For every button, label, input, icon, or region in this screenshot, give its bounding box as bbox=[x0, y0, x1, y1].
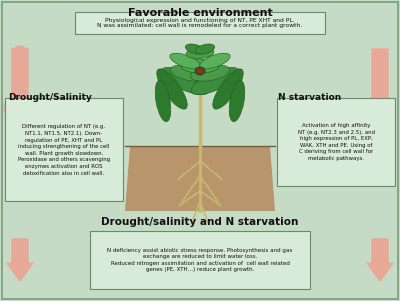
FancyArrow shape bbox=[7, 49, 33, 129]
Text: N starvation: N starvation bbox=[278, 93, 341, 102]
Ellipse shape bbox=[191, 67, 239, 95]
Text: Physiological expression and functioning of NT, PE XHT and PL.
N was assimilated: Physiological expression and functioning… bbox=[98, 17, 302, 28]
Ellipse shape bbox=[157, 69, 187, 109]
FancyBboxPatch shape bbox=[90, 231, 310, 289]
Text: Activation of high affinity
NT (e.g. NT2.3 and 2.5), and
high expression of PL, : Activation of high affinity NT (e.g. NT2… bbox=[298, 123, 374, 161]
Ellipse shape bbox=[185, 44, 205, 54]
Text: N deficiency assist abiotic stress response. Photosynthesis and gas
exchange are: N deficiency assist abiotic stress respo… bbox=[107, 248, 293, 272]
Ellipse shape bbox=[186, 47, 214, 59]
FancyBboxPatch shape bbox=[5, 98, 123, 201]
Ellipse shape bbox=[181, 59, 219, 73]
Text: Different regulation of NT (e.g.
NT1.1, NT1.5, NT2.1). Down-
regulation of PE, X: Different regulation of NT (e.g. NT1.1, … bbox=[18, 124, 110, 175]
Text: Drought/Salinity: Drought/Salinity bbox=[8, 93, 92, 102]
FancyArrow shape bbox=[367, 49, 393, 129]
Ellipse shape bbox=[195, 67, 205, 75]
Ellipse shape bbox=[161, 67, 209, 95]
Ellipse shape bbox=[200, 53, 230, 69]
Text: Drought/salinity and N starvation: Drought/salinity and N starvation bbox=[101, 217, 299, 227]
Ellipse shape bbox=[190, 65, 230, 81]
Ellipse shape bbox=[170, 65, 210, 81]
Text: Favorable environment: Favorable environment bbox=[128, 8, 272, 18]
Ellipse shape bbox=[213, 69, 243, 109]
FancyBboxPatch shape bbox=[277, 98, 395, 186]
Ellipse shape bbox=[229, 80, 245, 122]
FancyArrow shape bbox=[7, 239, 33, 281]
Ellipse shape bbox=[155, 80, 171, 122]
FancyArrow shape bbox=[367, 239, 393, 281]
Polygon shape bbox=[125, 146, 275, 211]
Ellipse shape bbox=[170, 53, 200, 69]
FancyBboxPatch shape bbox=[75, 12, 325, 34]
Ellipse shape bbox=[195, 44, 215, 54]
